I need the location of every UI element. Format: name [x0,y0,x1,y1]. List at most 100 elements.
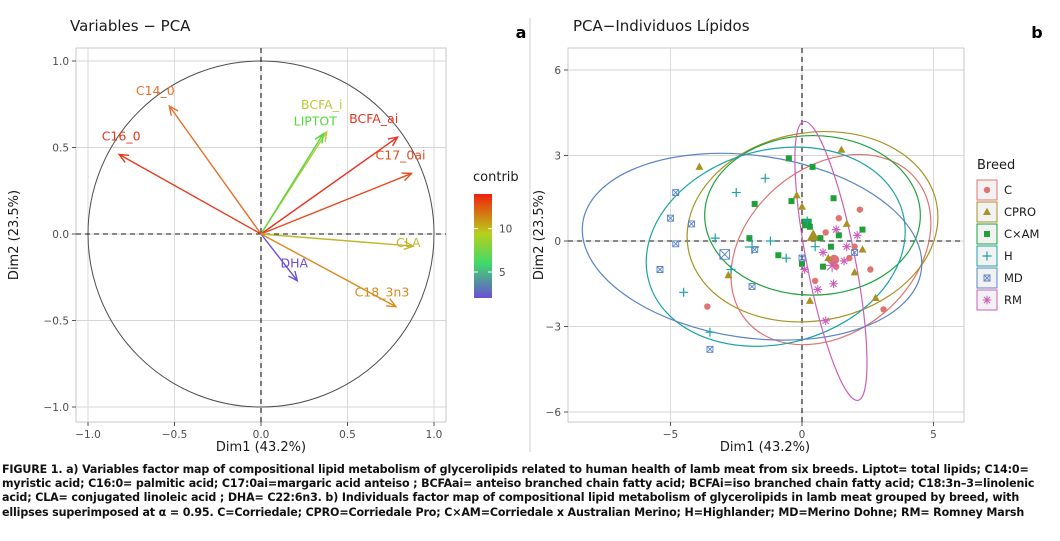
point-h [760,173,770,183]
legend-item-label: C [1004,183,1012,197]
contrib-legend-title: contrib [473,170,519,185]
panel-a-y-axis-label: Dim2 (23.5%) [7,190,22,280]
centroid-rm [825,258,839,273]
ellipse-c [730,153,932,346]
point-rm [813,285,823,294]
point-h [802,216,812,226]
panel-a-label: a [516,23,527,42]
variable-label: BCFA_i [301,97,342,112]
variable-arrow-c16-0: C16_0 [102,128,262,235]
legend-item-label: MD [1004,271,1023,285]
panel-b-x-ticks: −5 0 5 [663,422,937,441]
point-cam [775,252,782,259]
series-rm [800,225,862,326]
point-cam [835,232,842,239]
variable-label: DHA [281,256,309,271]
legend-item-md: MD [976,267,1023,289]
legend-item-h: H [976,245,1013,267]
panel-b-y-tick-label: −6 [546,407,562,419]
arrow-shaft [260,233,298,282]
point-md [656,266,664,273]
series-cpro [695,145,880,304]
figure-caption: FIGURE 1. a) Variables factor map of com… [2,463,1035,519]
legend-item-c: C [976,179,1012,201]
breed-legend: Breed C CPRO C×AM H MD RM [976,158,1039,311]
panel-b-y-tick-label: 3 [554,151,561,163]
panel-b-x-tick-label: −5 [663,429,678,441]
series-h [679,173,820,337]
panel-a-x-tick-label: 1.0 [426,429,443,441]
point-rm [821,316,830,326]
point-cam [751,200,758,207]
arrow-head [387,136,400,147]
ellipse-rm [794,120,868,402]
ellipse-cam [704,134,921,296]
panel-b-x-tick-label: 0 [799,429,806,441]
point-h [765,236,775,246]
panel-a-x-tick-label: 0.0 [253,429,270,441]
centroid-c [828,254,840,265]
panel-a-y-tick-label: −0.5 [44,316,70,328]
variable-arrow-bcfa-ai: BCFA_ai [260,111,400,235]
point-h [705,327,715,337]
point-cam [827,243,834,250]
point-c [880,306,887,313]
arrow-shaft [260,136,399,235]
point-rm [800,265,809,274]
point-cpro [850,268,859,276]
legend-key-symbol [982,295,992,305]
point-cpro [695,162,704,170]
variable-label: LIPTOT [294,114,338,129]
point-h [726,265,736,274]
arrow-head [403,240,415,251]
variable-label: C17_0ai [376,147,426,162]
variable-label: C16_0 [102,128,141,143]
point-cpro [871,293,880,301]
point-h [810,242,820,252]
point-rm [831,225,841,234]
legend-key-symbol [982,251,992,261]
point-cam [799,260,805,267]
ellipse-md [581,152,923,341]
variable-arrow-c17-0ai: C17_0ai [260,147,426,235]
variable-arrow-liptot: LIPTOT [260,114,338,235]
point-cpro [792,191,801,199]
arrow-head [401,172,414,182]
point-cam [746,235,753,242]
legend-item-label: RM [1004,293,1022,307]
panel-b-y-tick-label: 0 [554,236,561,248]
arrow-shaft [260,172,412,235]
ellipse-h [645,146,906,347]
point-cam [820,263,827,270]
point-cam [788,198,795,205]
variable-arrow-c14-0: C14_0 [136,83,262,235]
point-h [781,253,791,263]
individual-points [656,145,887,353]
point-cam [785,155,792,162]
panel-b-x-tick-label: 5 [930,429,937,441]
panel-a-x-axis-label: Dim1 (43.2%) [216,440,306,455]
point-md [706,345,714,353]
point-c [846,254,853,262]
arrow-shaft [260,133,324,235]
point-h [710,233,720,243]
panel-a-y-tick-label: 1.0 [52,56,69,68]
point-cam [817,235,824,242]
panel-b-plot-area [567,47,965,423]
breed-legend-title: Breed [977,158,1015,173]
confidence-ellipses [581,120,939,402]
arrow-shaft [168,105,262,235]
figure: C14_0 C16_0 BCFA_i LIPTOT BCFA_ai C17_0ai CLA D… [7,17,1043,455]
arrow-shaft [260,233,414,247]
legend-tick-label: 5 [499,267,506,279]
point-c [856,206,864,213]
legend-key-symbol [983,207,991,215]
point-cam [809,163,816,170]
panel-a-x-tick-label: 0.5 [339,429,356,441]
legend-key-symbol [983,186,991,194]
variable-arrows: C14_0 C16_0 BCFA_i LIPTOT BCFA_ai C17_0ai CLA D… [102,83,426,308]
panel-b-title: PCA−Individuos Lípidos [573,17,750,35]
point-cam [830,195,837,202]
panel-a-y-ticks: −1.0 −0.5 0.0 0.5 1.0 [44,56,76,414]
point-md [798,254,806,262]
